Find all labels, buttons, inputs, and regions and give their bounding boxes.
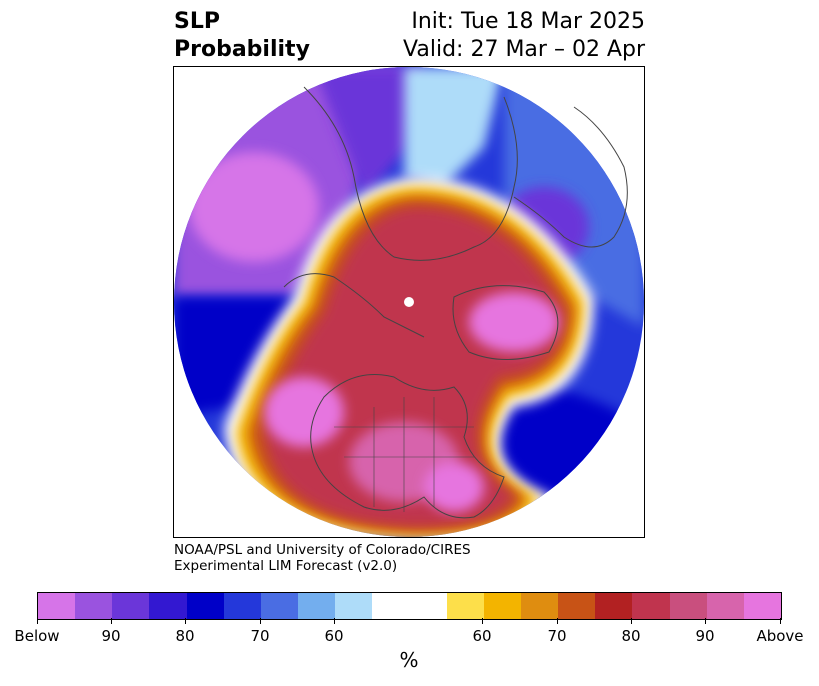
date-info: Init: Tue 18 Mar 2025 Valid: 27 Mar – 02…	[403, 8, 645, 64]
siberia-coast	[303, 86, 518, 261]
field-north-light	[404, 67, 504, 187]
colorbar-tick	[37, 618, 38, 624]
colorbar-tick	[705, 618, 706, 624]
colorbar-segment	[112, 593, 150, 619]
colorbar-tick	[111, 618, 112, 624]
probability-map-svg	[174, 67, 644, 537]
north-america-outline	[310, 374, 505, 519]
colorbar-tick	[260, 618, 261, 624]
valid-date-range: Valid: 27 Mar – 02 Apr	[403, 37, 645, 62]
credit-line-2: Experimental LIM Forecast (v2.0)	[174, 558, 398, 574]
colorbar-tick-label: 70	[250, 627, 270, 645]
colorbar	[37, 592, 782, 620]
colorbar-tick	[780, 618, 781, 624]
colorbar-segment	[372, 593, 447, 619]
colorbar-segment	[669, 593, 707, 619]
colorbar-tick-label: Above	[756, 627, 804, 645]
colorbar-segment	[446, 593, 484, 619]
probability-field	[174, 67, 644, 537]
coastlines	[283, 86, 628, 519]
colorbar-segment	[298, 593, 336, 619]
colorbar-tick-label: 60	[472, 627, 492, 645]
us-state-borders	[334, 397, 474, 512]
init-date: Init: Tue 18 Mar 2025	[411, 9, 645, 34]
colorbar-tick-label: 90	[101, 627, 121, 645]
colorbar-tick	[334, 618, 335, 624]
colorbar-tick-label: Below	[14, 627, 60, 645]
field-us-east-max	[424, 462, 484, 512]
colorbar-segment	[260, 593, 299, 619]
field-siberia-purple	[314, 67, 424, 197]
title-line-2: Probability	[174, 37, 310, 62]
colorbar-tick-label: 70	[547, 627, 567, 645]
colorbar-unit-label: %	[399, 648, 419, 672]
colorbar-tick-label: 80	[175, 627, 195, 645]
colorbar-tick	[631, 618, 632, 624]
colorbar-segment	[632, 593, 670, 619]
colorbar-tick-label: 60	[324, 627, 344, 645]
colorbar-segment	[558, 593, 596, 619]
map-title: SLP Probability	[174, 8, 310, 64]
credit-line-1: NOAA/PSL and University of Colorado/CIRE…	[174, 542, 471, 558]
colorbar-tick	[185, 618, 186, 624]
colorbar-segment	[743, 593, 782, 619]
field-alaska-max	[264, 377, 344, 447]
alaska-coast	[283, 273, 425, 338]
colorbar-segment	[223, 593, 261, 619]
title-line-1: SLP	[174, 9, 220, 34]
field-positive-core	[264, 207, 564, 527]
credit-text: NOAA/PSL and University of Colorado/CIRE…	[174, 542, 471, 574]
pole-marker	[404, 297, 414, 307]
colorbar-tick-label: 90	[695, 627, 715, 645]
colorbar-tick	[482, 618, 483, 624]
colorbar-segment	[75, 593, 113, 619]
europe-coast	[513, 106, 628, 248]
colorbar-tick	[557, 618, 558, 624]
greenland-outline	[452, 285, 559, 360]
colorbar-segment	[483, 593, 522, 619]
field-greenland-max	[469, 292, 559, 352]
colorbar-segment	[706, 593, 744, 619]
colorbar-segment	[595, 593, 633, 619]
colorbar-segment	[186, 593, 224, 619]
polar-map	[173, 66, 645, 538]
colorbar-tick-label: 80	[621, 627, 641, 645]
colorbar-segment	[38, 593, 76, 619]
colorbar-segment	[335, 593, 373, 619]
field-pacific-core	[189, 152, 319, 262]
colorbar-segment	[149, 593, 187, 619]
colorbar-segment	[521, 593, 559, 619]
